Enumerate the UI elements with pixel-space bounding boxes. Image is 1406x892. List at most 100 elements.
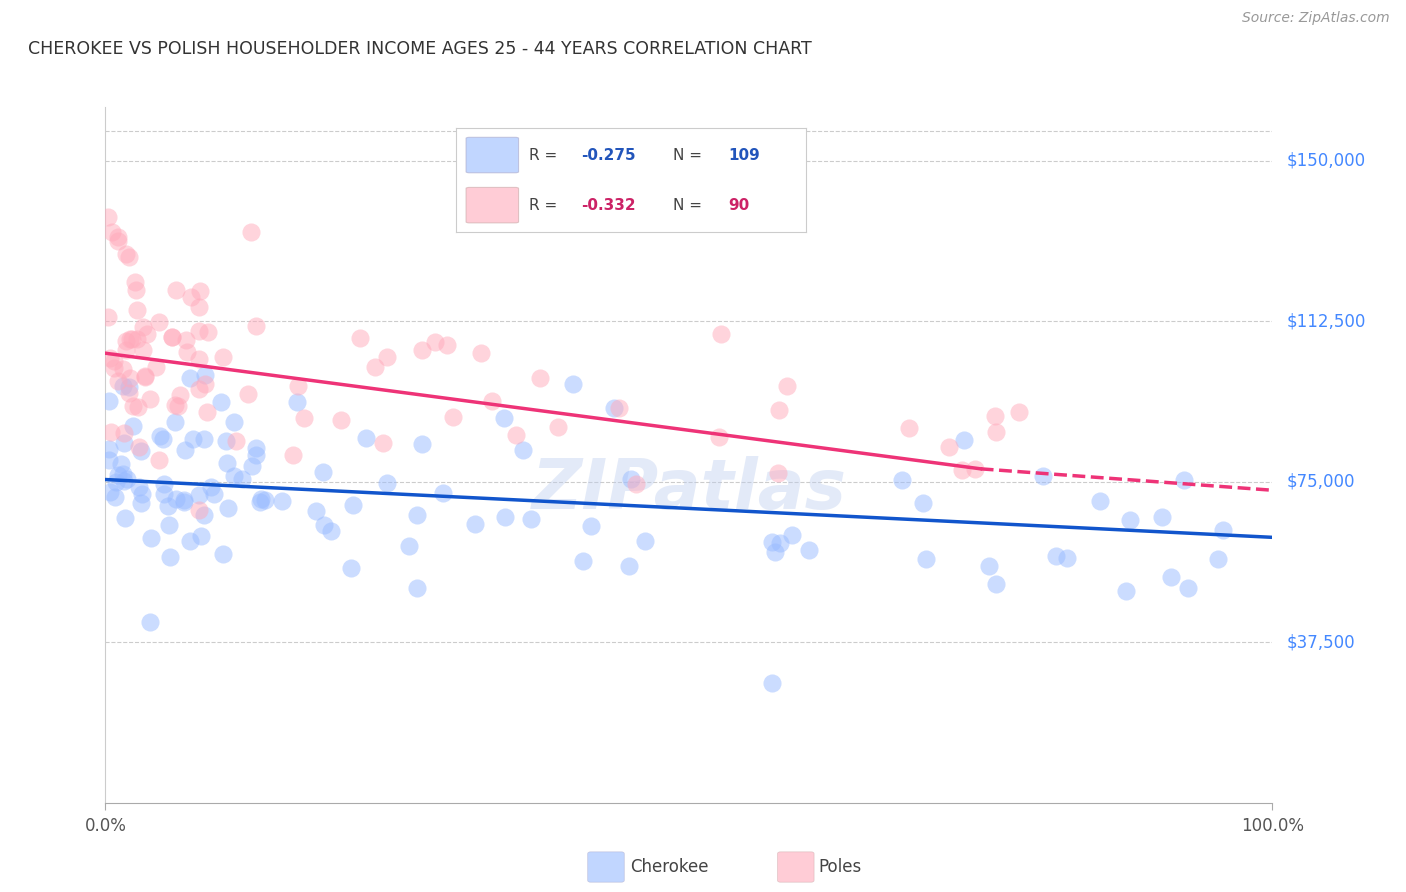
Point xyxy=(193,432,215,446)
Point xyxy=(121,332,143,346)
Point xyxy=(329,413,352,427)
Point xyxy=(104,491,127,505)
Point xyxy=(634,533,657,548)
Point xyxy=(217,456,239,470)
Point xyxy=(1173,474,1195,488)
Point xyxy=(287,394,309,409)
Point xyxy=(225,434,247,449)
Point xyxy=(406,581,429,595)
Point xyxy=(181,432,204,446)
Text: ZIPatlas: ZIPatlas xyxy=(531,456,846,524)
Point xyxy=(953,433,976,447)
Point xyxy=(165,415,187,429)
Point xyxy=(423,334,446,349)
Point xyxy=(891,473,914,487)
Point xyxy=(117,380,139,394)
Point xyxy=(134,370,156,384)
Point xyxy=(512,442,534,457)
Point xyxy=(231,472,253,486)
Point xyxy=(776,379,799,393)
Point xyxy=(505,428,527,442)
Point xyxy=(240,225,263,239)
Point xyxy=(411,437,433,451)
Point xyxy=(1032,469,1054,483)
Point xyxy=(148,453,170,467)
Point xyxy=(107,230,129,244)
Point xyxy=(249,491,271,506)
Point xyxy=(131,320,153,334)
Point xyxy=(292,411,315,425)
Point xyxy=(432,486,454,500)
Point xyxy=(131,487,153,501)
Point xyxy=(619,559,641,574)
Point xyxy=(111,361,134,376)
Point xyxy=(603,401,626,416)
Point xyxy=(620,472,643,486)
Point xyxy=(950,462,973,476)
Point xyxy=(270,494,292,508)
Point xyxy=(1056,551,1078,566)
Point xyxy=(193,508,215,522)
Text: CHEROKEE VS POLISH HOUSEHOLDER INCOME AGES 25 - 44 YEARS CORRELATION CHART: CHEROKEE VS POLISH HOUSEHOLDER INCOME AG… xyxy=(28,40,811,58)
Point xyxy=(436,338,458,352)
Point xyxy=(124,275,146,289)
Point xyxy=(375,475,398,490)
Point xyxy=(100,485,122,500)
Point xyxy=(984,577,1007,591)
Point xyxy=(128,480,150,494)
Point xyxy=(188,300,211,314)
Point xyxy=(398,539,420,553)
Point xyxy=(200,480,222,494)
Point xyxy=(101,225,124,239)
Point xyxy=(529,371,551,385)
Point xyxy=(283,448,305,462)
Text: Source: ZipAtlas.com: Source: ZipAtlas.com xyxy=(1241,11,1389,25)
Point xyxy=(162,329,184,343)
Point xyxy=(122,399,145,413)
Point xyxy=(97,310,120,325)
Point xyxy=(209,395,232,409)
Point xyxy=(153,477,176,491)
Text: $112,500: $112,500 xyxy=(1286,312,1365,330)
Text: $75,000: $75,000 xyxy=(1286,473,1355,491)
Point xyxy=(173,493,195,508)
Text: Poles: Poles xyxy=(818,858,862,876)
Point xyxy=(138,392,160,406)
Point xyxy=(165,491,187,506)
Point xyxy=(97,442,120,457)
Point xyxy=(128,441,150,455)
Point xyxy=(977,559,1000,574)
Point xyxy=(211,351,233,365)
FancyBboxPatch shape xyxy=(465,137,519,173)
Point xyxy=(561,376,583,391)
Point xyxy=(938,441,960,455)
Point xyxy=(167,400,190,414)
Point xyxy=(145,359,167,374)
Point xyxy=(1150,510,1173,524)
Point xyxy=(114,343,136,358)
Point xyxy=(212,547,235,561)
Point xyxy=(911,496,934,510)
Point xyxy=(245,448,267,462)
Point xyxy=(138,615,160,629)
Text: R =: R = xyxy=(529,198,562,212)
Point xyxy=(481,393,503,408)
Point xyxy=(114,510,136,524)
Point xyxy=(110,457,132,471)
Point xyxy=(240,458,263,473)
Point xyxy=(371,436,394,450)
Point xyxy=(1090,493,1112,508)
Point xyxy=(103,360,125,375)
Point xyxy=(174,333,197,347)
Point xyxy=(354,431,377,445)
Point xyxy=(187,383,209,397)
Point xyxy=(763,545,786,559)
Point xyxy=(159,550,181,565)
Point xyxy=(127,332,149,346)
Point xyxy=(342,498,364,512)
Point xyxy=(1177,581,1199,595)
Point xyxy=(607,401,630,416)
Point xyxy=(112,436,135,450)
Point xyxy=(132,343,155,358)
Point xyxy=(761,676,783,690)
